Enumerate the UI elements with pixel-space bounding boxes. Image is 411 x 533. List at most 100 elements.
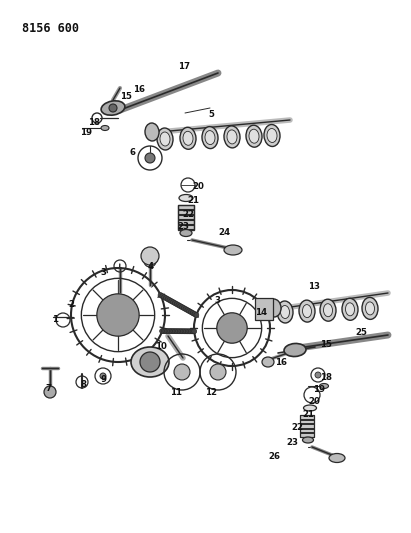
Text: 7: 7 (45, 384, 51, 393)
Circle shape (180, 304, 185, 310)
Ellipse shape (299, 300, 315, 322)
Ellipse shape (224, 126, 240, 148)
Text: 19: 19 (80, 128, 92, 137)
Circle shape (168, 329, 173, 334)
Text: 11: 11 (170, 388, 182, 397)
Ellipse shape (205, 131, 215, 144)
Circle shape (158, 293, 163, 297)
Ellipse shape (179, 195, 193, 201)
Ellipse shape (224, 245, 242, 255)
Ellipse shape (264, 125, 280, 147)
Circle shape (159, 328, 165, 334)
Text: 20: 20 (308, 397, 320, 406)
Circle shape (162, 295, 167, 300)
Circle shape (163, 329, 168, 334)
Bar (178, 210, 194, 214)
Bar (178, 220, 194, 224)
Circle shape (182, 329, 187, 334)
Ellipse shape (131, 347, 169, 377)
Bar (300, 433, 314, 437)
Circle shape (172, 301, 178, 305)
Ellipse shape (227, 130, 237, 144)
Circle shape (192, 311, 197, 317)
Text: 1: 1 (52, 315, 58, 324)
Text: 8: 8 (80, 380, 86, 389)
Text: 18: 18 (88, 118, 100, 127)
Ellipse shape (101, 125, 109, 131)
Circle shape (177, 329, 182, 334)
Text: 5: 5 (208, 110, 214, 119)
Circle shape (169, 298, 174, 304)
Circle shape (185, 329, 190, 334)
Bar (300, 429, 314, 432)
Text: 24: 24 (218, 228, 230, 237)
Bar (255, 298, 273, 320)
Circle shape (194, 312, 199, 318)
Ellipse shape (249, 129, 259, 143)
Text: 18: 18 (320, 373, 332, 382)
Circle shape (184, 329, 189, 334)
Circle shape (183, 306, 188, 312)
Ellipse shape (342, 298, 358, 320)
Circle shape (189, 329, 194, 334)
Ellipse shape (277, 301, 293, 323)
Bar (178, 205, 194, 209)
Circle shape (176, 303, 181, 308)
Circle shape (164, 296, 169, 301)
Ellipse shape (267, 299, 281, 317)
Text: 22: 22 (291, 423, 303, 432)
Bar (178, 205, 194, 230)
Bar (300, 415, 314, 418)
Text: 3: 3 (214, 296, 220, 305)
Text: 2: 2 (68, 300, 74, 309)
Circle shape (185, 308, 190, 312)
Ellipse shape (365, 302, 374, 315)
Ellipse shape (320, 299, 336, 321)
Circle shape (145, 153, 155, 163)
Text: 9: 9 (100, 375, 106, 384)
Ellipse shape (145, 123, 159, 141)
Circle shape (187, 309, 192, 313)
Text: 25: 25 (355, 328, 367, 337)
Circle shape (44, 386, 56, 398)
Ellipse shape (319, 384, 328, 389)
Circle shape (164, 329, 169, 334)
Ellipse shape (267, 128, 277, 142)
Circle shape (174, 329, 179, 334)
Circle shape (171, 329, 176, 334)
Ellipse shape (202, 127, 218, 149)
Circle shape (175, 329, 181, 334)
Ellipse shape (323, 304, 332, 317)
Bar (178, 215, 194, 219)
Circle shape (171, 300, 175, 304)
Ellipse shape (109, 104, 117, 112)
Circle shape (141, 247, 159, 265)
Bar (300, 415, 314, 437)
Circle shape (187, 329, 192, 334)
Text: 15: 15 (120, 92, 132, 101)
Ellipse shape (180, 127, 196, 149)
Circle shape (160, 294, 165, 298)
Ellipse shape (180, 230, 192, 237)
Ellipse shape (160, 132, 170, 146)
Ellipse shape (157, 128, 173, 150)
Circle shape (190, 329, 195, 334)
Text: 22: 22 (182, 210, 194, 219)
Text: 13: 13 (308, 282, 320, 291)
Circle shape (192, 329, 196, 334)
Ellipse shape (346, 303, 355, 316)
Circle shape (217, 313, 247, 343)
Text: 3: 3 (100, 268, 106, 277)
Ellipse shape (302, 304, 312, 318)
Text: 21: 21 (187, 196, 199, 205)
Text: 26: 26 (268, 452, 280, 461)
Circle shape (97, 294, 139, 336)
Circle shape (161, 328, 166, 334)
Circle shape (190, 311, 195, 316)
Text: 19: 19 (313, 385, 325, 394)
Ellipse shape (302, 437, 314, 443)
Text: 23: 23 (286, 438, 298, 447)
Ellipse shape (303, 405, 316, 411)
Circle shape (178, 304, 183, 309)
Circle shape (179, 329, 184, 334)
